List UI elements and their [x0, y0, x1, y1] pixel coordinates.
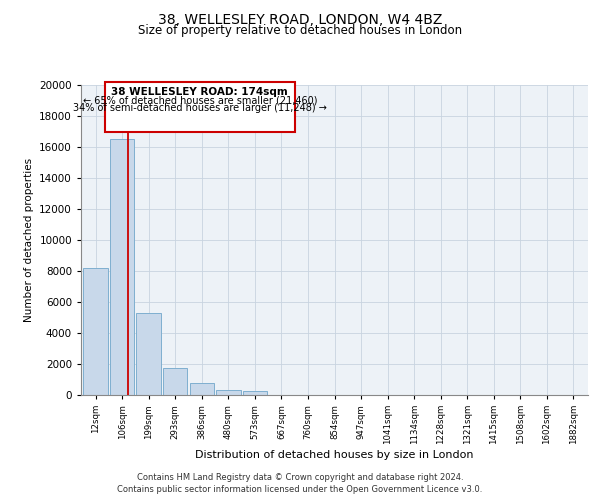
Text: Size of property relative to detached houses in London: Size of property relative to detached ho…: [138, 24, 462, 37]
Text: Contains HM Land Registry data © Crown copyright and database right 2024.: Contains HM Land Registry data © Crown c…: [137, 472, 463, 482]
Bar: [190, 382, 214, 395]
X-axis label: Distribution of detached houses by size in London: Distribution of detached houses by size …: [195, 450, 474, 460]
Bar: [163, 368, 187, 395]
Bar: [136, 313, 161, 395]
Y-axis label: Number of detached properties: Number of detached properties: [23, 158, 34, 322]
Bar: [216, 390, 241, 395]
FancyBboxPatch shape: [105, 82, 295, 132]
Text: ← 65% of detached houses are smaller (21,460): ← 65% of detached houses are smaller (21…: [83, 95, 317, 105]
Bar: [242, 391, 267, 395]
Text: 38 WELLESLEY ROAD: 174sqm: 38 WELLESLEY ROAD: 174sqm: [112, 88, 288, 98]
Text: Contains public sector information licensed under the Open Government Licence v3: Contains public sector information licen…: [118, 485, 482, 494]
Bar: [83, 268, 108, 395]
Text: 34% of semi-detached houses are larger (11,248) →: 34% of semi-detached houses are larger (…: [73, 103, 327, 113]
Text: 38, WELLESLEY ROAD, LONDON, W4 4BZ: 38, WELLESLEY ROAD, LONDON, W4 4BZ: [158, 12, 442, 26]
Bar: [110, 139, 134, 395]
